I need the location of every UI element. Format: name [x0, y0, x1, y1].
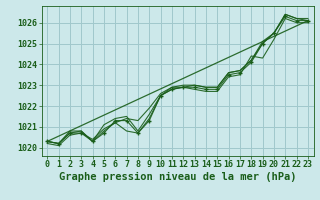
X-axis label: Graphe pression niveau de la mer (hPa): Graphe pression niveau de la mer (hPa) — [59, 172, 296, 182]
